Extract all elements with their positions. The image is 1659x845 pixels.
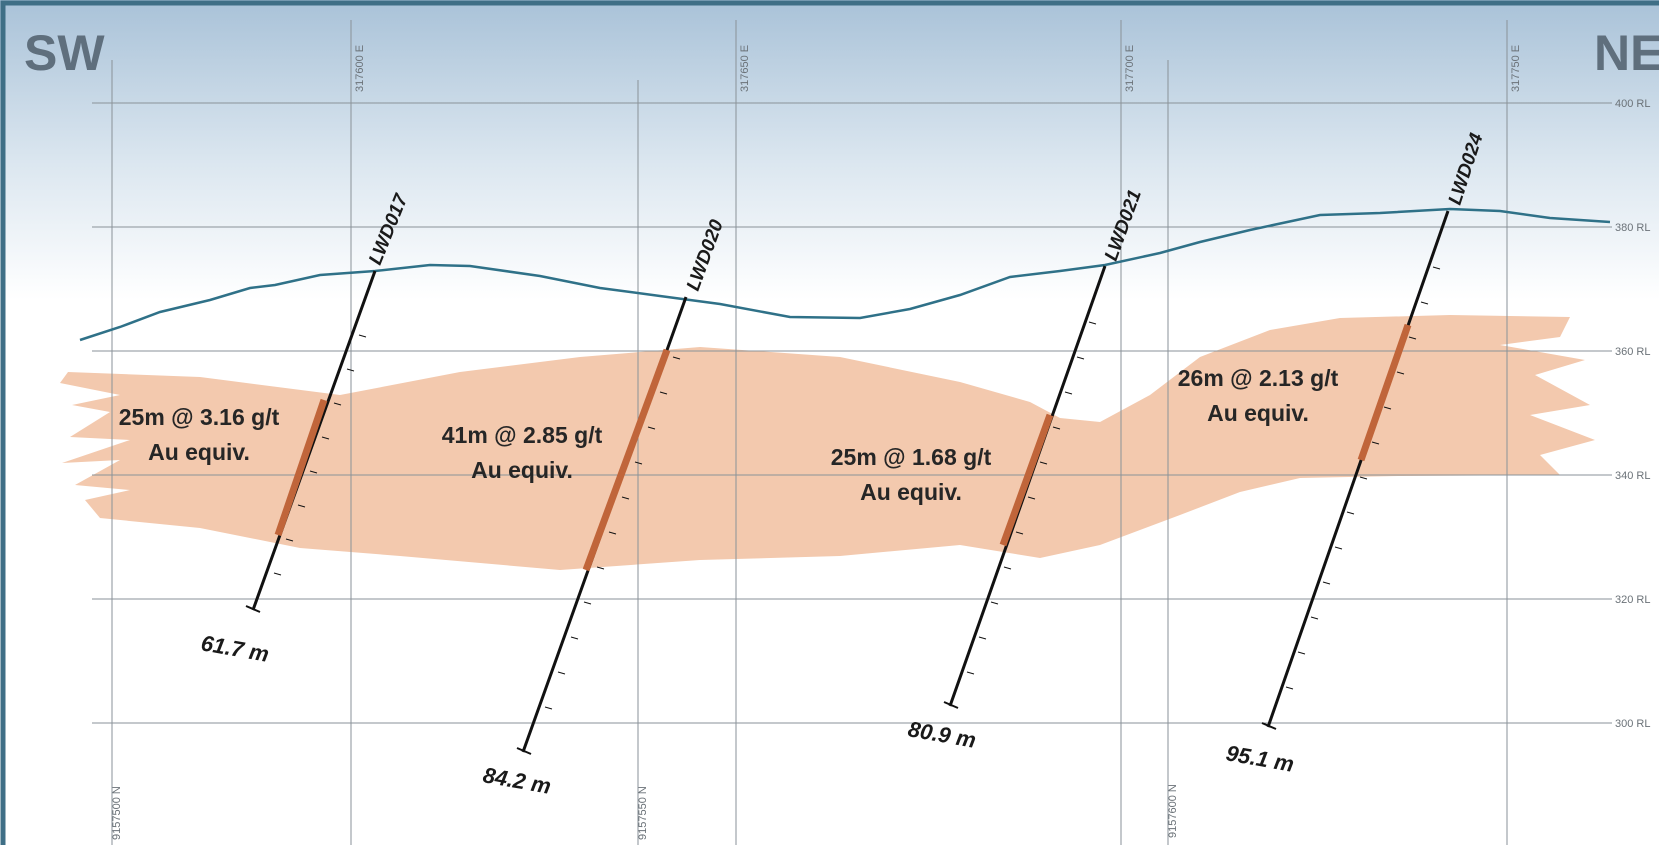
depth-ticks (1285, 266, 1441, 690)
intercept-lwd024-line2: Au equiv. (1207, 400, 1309, 426)
intercept-lwd021-line1: 25m @ 1.68 g/t (831, 444, 992, 470)
end-of-hole-tick (245, 605, 261, 613)
northing-label-9157600: 9157600 N (1167, 784, 1179, 838)
intercept-lwd017-line2: Au equiv. (148, 439, 250, 465)
rl-label-360: 360 RL (1615, 346, 1650, 358)
ore-body (60, 315, 1595, 570)
direction-ne: NE (1594, 25, 1659, 81)
intercept-lwd017-line1: 25m @ 3.16 g/t (119, 404, 280, 430)
depth-ticks (273, 334, 367, 576)
intercept-lwd021-line2: Au equiv. (860, 479, 962, 505)
mineralised-interval (999, 413, 1054, 547)
direction-sw: SW (24, 25, 105, 81)
northing-label-9157500: 9157500 N (111, 786, 123, 840)
mineralised-interval (274, 398, 328, 537)
topographic-surface (79, 207, 1611, 342)
easting-label-317600: 317600 E (354, 45, 366, 92)
rl-label-400: 400 RL (1615, 98, 1650, 110)
rl-label-300: 300 RL (1615, 718, 1650, 730)
rl-label-340: 340 RL (1615, 470, 1650, 482)
easting-label-317750: 317750 E (1510, 45, 1522, 92)
mineralised-interval (582, 348, 671, 572)
drillhole-trace (251, 270, 377, 611)
end-of-hole-tick (516, 747, 532, 755)
depth-ticks (544, 356, 681, 710)
drillhole-trace (1266, 210, 1450, 728)
sky-gradient (0, 0, 1659, 300)
end-of-hole-tick (1261, 722, 1277, 730)
rl-label-380: 380 RL (1615, 222, 1650, 234)
mineralised-interval (1357, 323, 1412, 462)
end-of-hole-tick (943, 701, 959, 709)
easting-label-317650: 317650 E (739, 45, 751, 92)
grid-lines (92, 20, 1612, 845)
intercept-lwd024-line1: 26m @ 2.13 g/t (1178, 365, 1339, 391)
northing-label-9157550: 9157550 N (637, 786, 649, 840)
intercept-lwd020-line1: 41m @ 2.85 g/t (442, 422, 603, 448)
intercept-lwd020-line2: Au equiv. (471, 457, 573, 483)
rl-label-320: 320 RL (1615, 594, 1650, 606)
easting-label-317700: 317700 E (1124, 45, 1136, 92)
depth-ticks (966, 321, 1097, 675)
